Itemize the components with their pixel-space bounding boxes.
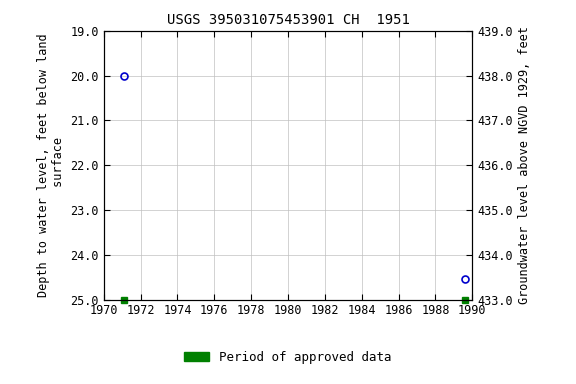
- Legend: Period of approved data: Period of approved data: [179, 346, 397, 369]
- Title: USGS 395031075453901 CH  1951: USGS 395031075453901 CH 1951: [166, 13, 410, 27]
- Y-axis label: Depth to water level, feet below land
 surface: Depth to water level, feet below land su…: [37, 33, 65, 297]
- Y-axis label: Groundwater level above NGVD 1929, feet: Groundwater level above NGVD 1929, feet: [518, 26, 532, 304]
